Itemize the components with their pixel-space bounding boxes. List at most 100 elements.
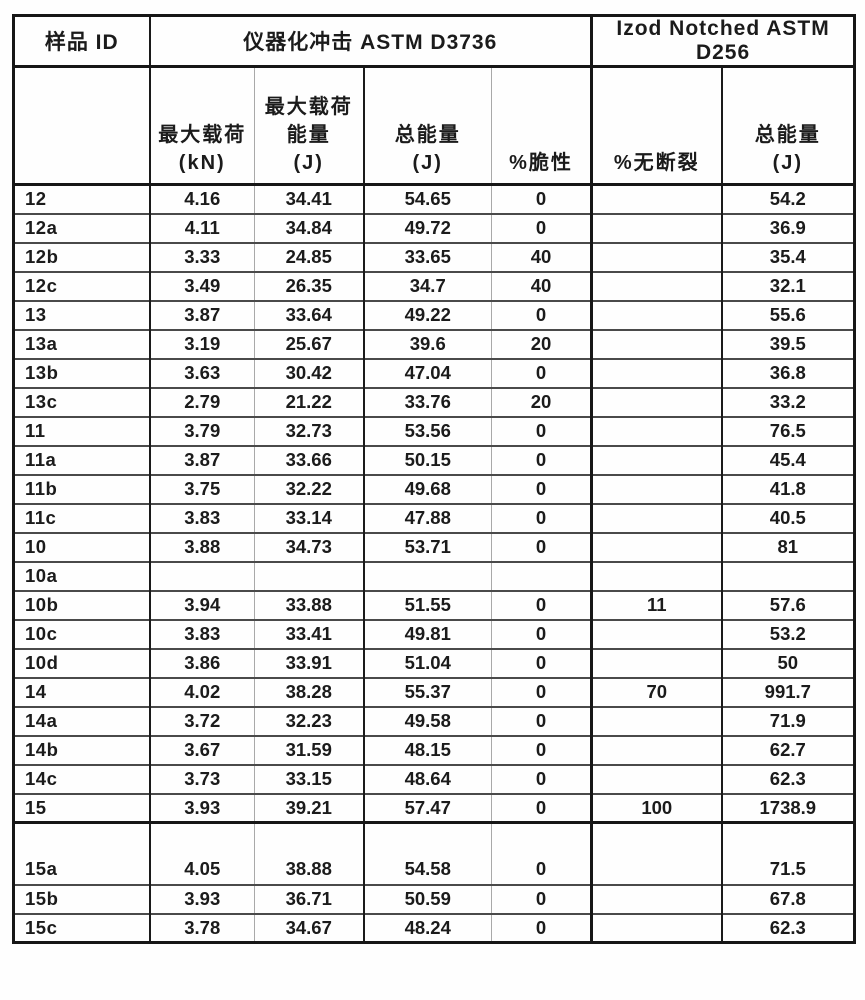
cell-percent-no-break [590, 560, 722, 591]
cell-percent-no-break [590, 473, 722, 504]
cell-percent-no-break [590, 763, 722, 794]
cell-max-load: 3.63 [148, 357, 255, 388]
cell-max-load: 3.72 [148, 705, 255, 736]
cell-percent-no-break: 70 [590, 676, 722, 707]
table-row: 11b 3.75 32.22 49.68 0 41.8 [13, 473, 855, 504]
cell-max-load-energy: 34.84 [254, 212, 364, 243]
cell-izod-total-energy: 81 [720, 531, 855, 562]
table-row: 12b 3.33 24.85 33.65 40 35.4 [13, 241, 855, 272]
cell-sample-id: 13c [13, 386, 150, 417]
sub-header-blank [13, 65, 150, 186]
cell-percent-brittle: 0 [490, 212, 592, 243]
cell-sample-id: 10 [13, 531, 150, 562]
cell-max-load: 3.83 [148, 618, 255, 649]
cell-max-load-energy: 34.41 [254, 183, 364, 214]
cell-sample-id: 14a [13, 705, 150, 736]
col-header-total-energy: 总能量 (J) [362, 65, 492, 186]
cell-max-load: 3.87 [148, 299, 255, 330]
cell-sample-id: 12a [13, 212, 150, 243]
table-row: 15a 4.05 38.88 54.58 0 71.5 [13, 821, 855, 885]
group-header-instrumented-impact: 仪器化冲击 ASTM D3736 [148, 14, 592, 68]
table-row: 10c 3.83 33.41 49.81 0 53.2 [13, 618, 855, 649]
col-header-izod-total-energy: 总能量 (J) [720, 65, 855, 186]
cell-sample-id: 13a [13, 328, 150, 359]
cell-total-energy: 53.56 [362, 415, 492, 446]
cell-percent-brittle [490, 560, 592, 591]
cell-percent-brittle: 0 [490, 912, 592, 943]
cell-izod-total-energy: 991.7 [720, 676, 855, 707]
cell-max-load-energy: 21.22 [254, 386, 364, 417]
cell-sample-id: 15a [13, 821, 150, 885]
cell-total-energy: 33.65 [362, 241, 492, 272]
table-row: 15c 3.78 34.67 48.24 0 62.3 [13, 912, 855, 943]
cell-percent-brittle: 0 [490, 183, 592, 214]
cell-sample-id: 11a [13, 444, 150, 475]
cell-max-load-energy: 32.22 [254, 473, 364, 504]
cell-percent-no-break [590, 734, 722, 765]
table-row: 13b 3.63 30.42 47.04 0 36.8 [13, 357, 855, 388]
cell-percent-brittle: 20 [490, 328, 592, 359]
cell-izod-total-energy: 62.3 [720, 912, 855, 943]
cell-sample-id: 10a [13, 560, 150, 591]
cell-percent-brittle: 0 [490, 531, 592, 562]
cell-percent-brittle: 40 [490, 270, 592, 301]
cell-max-load: 3.93 [148, 883, 255, 914]
cell-percent-brittle: 0 [490, 299, 592, 330]
cell-percent-no-break [590, 183, 722, 214]
cell-percent-no-break [590, 502, 722, 533]
cell-max-load-energy: 33.64 [254, 299, 364, 330]
table-row: 10 3.88 34.73 53.71 0 81 [13, 531, 855, 562]
cell-sample-id: 10d [13, 647, 150, 678]
col-header-sample-id: 样品 ID [13, 14, 150, 68]
cell-total-energy: 47.04 [362, 357, 492, 388]
cell-max-load: 3.75 [148, 473, 255, 504]
cell-izod-total-energy: 41.8 [720, 473, 855, 504]
cell-max-load: 3.79 [148, 415, 255, 446]
cell-izod-total-energy: 54.2 [720, 183, 855, 214]
cell-sample-id: 12c [13, 270, 150, 301]
cell-max-load: 4.11 [148, 212, 255, 243]
cell-percent-no-break [590, 357, 722, 388]
cell-percent-brittle: 0 [490, 734, 592, 765]
cell-max-load-energy: 38.28 [254, 676, 364, 707]
cell-max-load: 4.05 [148, 821, 255, 885]
cell-total-energy: 55.37 [362, 676, 492, 707]
cell-percent-brittle: 0 [490, 415, 592, 446]
cell-max-load: 3.49 [148, 270, 255, 301]
cell-percent-no-break [590, 912, 722, 943]
cell-percent-brittle: 0 [490, 763, 592, 794]
cell-max-load: 3.88 [148, 531, 255, 562]
cell-total-energy: 50.59 [362, 883, 492, 914]
sub-header-row: 最大载荷 (kN) 最大载荷 能量 (J) 总能量 (J) %脆性 %无断裂 总… [13, 65, 855, 186]
cell-sample-id: 13b [13, 357, 150, 388]
cell-total-energy: 49.81 [362, 618, 492, 649]
table-row: 10b 3.94 33.88 51.55 0 11 57.6 [13, 589, 855, 620]
cell-sample-id: 11 [13, 415, 150, 446]
cell-max-load: 3.33 [148, 241, 255, 272]
cell-izod-total-energy: 32.1 [720, 270, 855, 301]
cell-max-load: 3.87 [148, 444, 255, 475]
cell-max-load: 3.19 [148, 328, 255, 359]
table-row: 14b 3.67 31.59 48.15 0 62.7 [13, 734, 855, 765]
cell-max-load-energy: 36.71 [254, 883, 364, 914]
cell-total-energy: 48.15 [362, 734, 492, 765]
table-header: 样品 ID 仪器化冲击 ASTM D3736 Izod Notched ASTM… [13, 14, 855, 186]
cell-sample-id: 12 [13, 183, 150, 214]
cell-percent-no-break [590, 618, 722, 649]
cell-izod-total-energy: 76.5 [720, 415, 855, 446]
cell-izod-total-energy [720, 560, 855, 591]
cell-max-load-energy: 34.73 [254, 531, 364, 562]
cell-max-load-energy: 34.67 [254, 912, 364, 943]
cell-total-energy: 39.6 [362, 328, 492, 359]
cell-max-load: 2.79 [148, 386, 255, 417]
table-row: 13c 2.79 21.22 33.76 20 33.2 [13, 386, 855, 417]
cell-max-load-energy: 33.41 [254, 618, 364, 649]
cell-percent-no-break [590, 212, 722, 243]
table-row: 11a 3.87 33.66 50.15 0 45.4 [13, 444, 855, 475]
cell-sample-id: 13 [13, 299, 150, 330]
col-header-percent-brittle: %脆性 [490, 65, 592, 186]
cell-max-load: 3.86 [148, 647, 255, 678]
cell-max-load-energy: 25.67 [254, 328, 364, 359]
cell-max-load-energy: 26.35 [254, 270, 364, 301]
